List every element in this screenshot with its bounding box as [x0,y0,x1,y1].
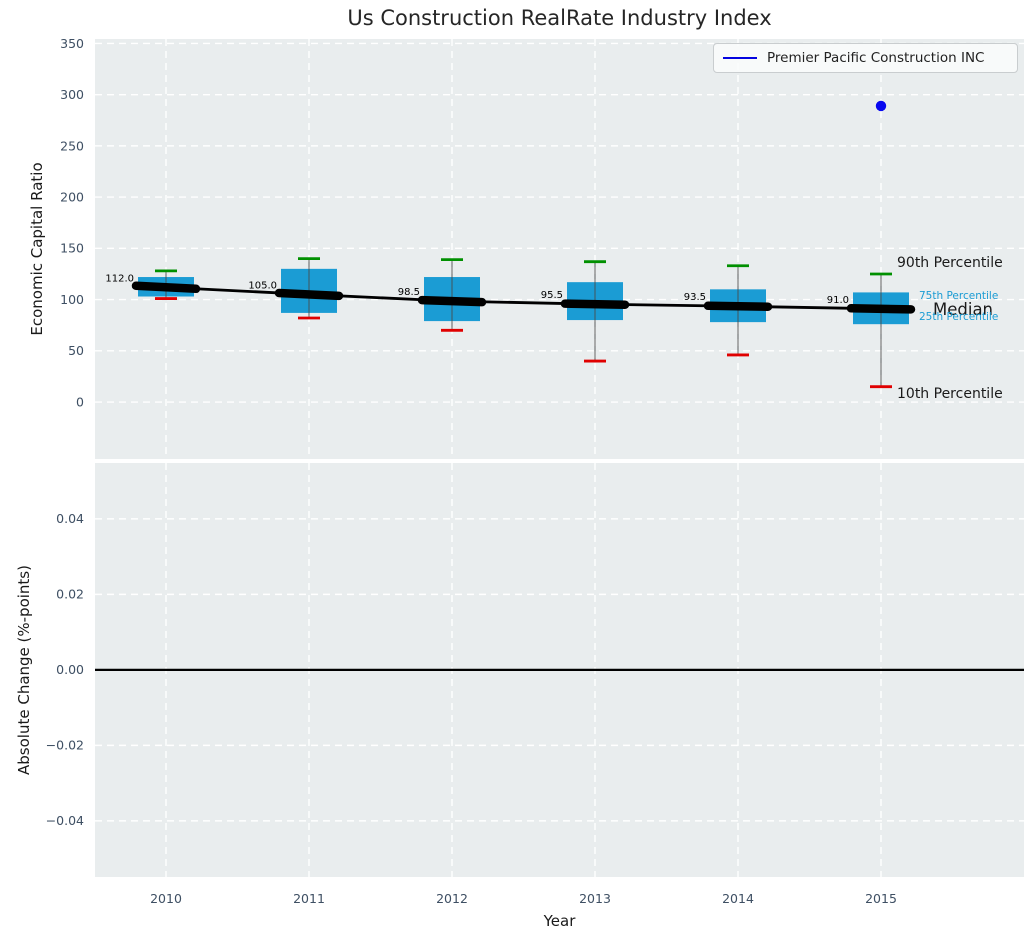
median-value-label-2015: 91.0 [827,295,849,306]
y-tick-label: 50 [68,343,84,358]
legend-line-swatch [723,57,757,59]
x-tick-label: 2015 [865,891,897,906]
median-segment-2011 [274,288,344,301]
y-tick-label: −0.04 [46,813,84,828]
y-tick-label: 200 [60,189,84,204]
company-data-point [875,100,887,112]
x-tick-label: 2013 [579,891,611,906]
median-segment-2013 [560,299,630,309]
y-tick-label: 350 [60,36,84,51]
median-value-label-2013: 95.5 [541,290,563,301]
y-tick-label: 150 [60,241,84,256]
y-axis-label-bottom: Absolute Change (%-points) [15,565,33,775]
x-tick-label: 2010 [150,891,182,906]
annotation-75th-percentile: 75th Percentile [919,290,999,302]
median-segment-2014 [703,301,773,311]
y-tick-label: 100 [60,292,84,307]
y-tick-label: 250 [60,138,84,153]
x-tick-label: 2011 [293,891,325,906]
median-value-label-2012: 98.5 [398,287,420,298]
median-segment-2012 [417,295,487,307]
median-value-label-2011: 105.0 [248,280,277,291]
annotation-median: Median [933,300,994,319]
median-segment-2010 [131,281,201,294]
median-segment-2015 [846,304,916,314]
annotation-90th-percentile: 90th Percentile [897,255,1003,271]
y-tick-label: 0.04 [56,511,84,526]
y-tick-label: −0.02 [46,738,84,753]
y-tick-label: 0 [76,394,84,409]
y-tick-label: 300 [60,87,84,102]
median-value-label-2010: 112.0 [105,273,134,284]
x-tick-label: 2014 [722,891,754,906]
chart-title: Us Construction RealRate Industry Index [347,6,772,30]
x-tick-label: 2012 [436,891,468,906]
y-tick-label: 0.02 [56,587,84,602]
y-tick-label: 0.00 [56,662,84,677]
x-axis-label: Year [543,912,576,930]
annotation-25th-percentile: 25th Percentile [919,311,999,323]
y-axis-label-top: Economic Capital Ratio [28,162,46,336]
legend-label: Premier Pacific Construction INC [767,50,985,66]
median-value-label-2014: 93.5 [684,292,706,303]
annotation-10th-percentile: 10th Percentile [897,386,1003,402]
legend: Premier Pacific Construction INC [713,43,1018,73]
top-plot-background [95,39,1024,459]
